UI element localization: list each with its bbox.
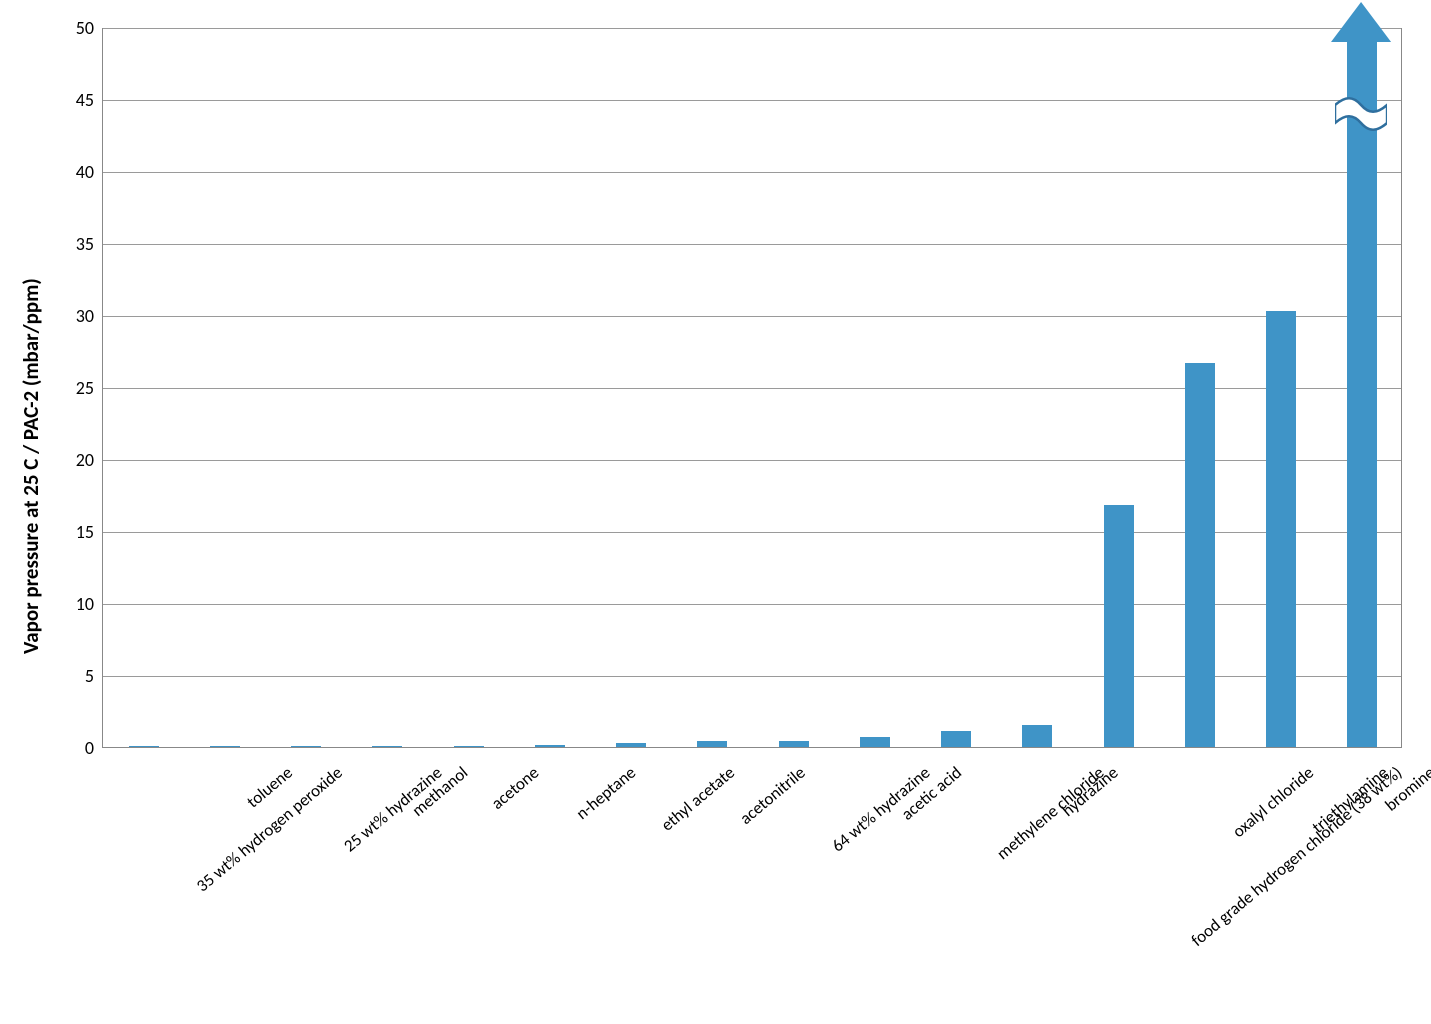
bar [779, 741, 809, 747]
bar [1266, 311, 1296, 747]
y-tick-label: 30 [54, 305, 94, 327]
overshoot-arrow-icon [1331, 2, 1391, 42]
y-tick-label: 20 [54, 449, 94, 471]
y-tick-label: 50 [54, 17, 94, 39]
bar [1347, 27, 1377, 747]
bar [210, 746, 240, 747]
y-tick-label: 10 [54, 593, 94, 615]
plot-area [102, 28, 1402, 748]
y-tick-label: 40 [54, 161, 94, 183]
x-tick-label: acetonitrile [736, 762, 810, 829]
bar [129, 746, 159, 747]
y-tick-label: 0 [54, 737, 94, 759]
bar [291, 746, 321, 747]
x-tick-label: acetone [487, 762, 543, 814]
x-tick-label: ethyl acetate [657, 762, 739, 835]
bar [860, 737, 890, 747]
axis-break-icon [1335, 97, 1387, 131]
x-tick-label: n-heptane [572, 762, 640, 824]
bar [1185, 363, 1215, 747]
chart-container: Vapor pressure at 25 C / PAC-2 (mbar/ppm… [0, 0, 1431, 1024]
y-tick-label: 5 [54, 665, 94, 687]
bars-group [103, 28, 1401, 747]
bar [941, 731, 971, 747]
bar [1104, 505, 1134, 747]
y-axis-label: Vapor pressure at 25 C / PAC-2 (mbar/ppm… [18, 279, 44, 655]
y-tick-label: 35 [54, 233, 94, 255]
y-tick-label: 25 [54, 377, 94, 399]
y-tick-label: 15 [54, 521, 94, 543]
bar [616, 743, 646, 747]
bar [535, 745, 565, 747]
bar [1022, 725, 1052, 747]
y-tick-label: 45 [54, 89, 94, 111]
bar [454, 746, 484, 747]
bar [697, 741, 727, 747]
x-tick-label: oxalyl chloride [1228, 762, 1318, 842]
bar [372, 746, 402, 747]
